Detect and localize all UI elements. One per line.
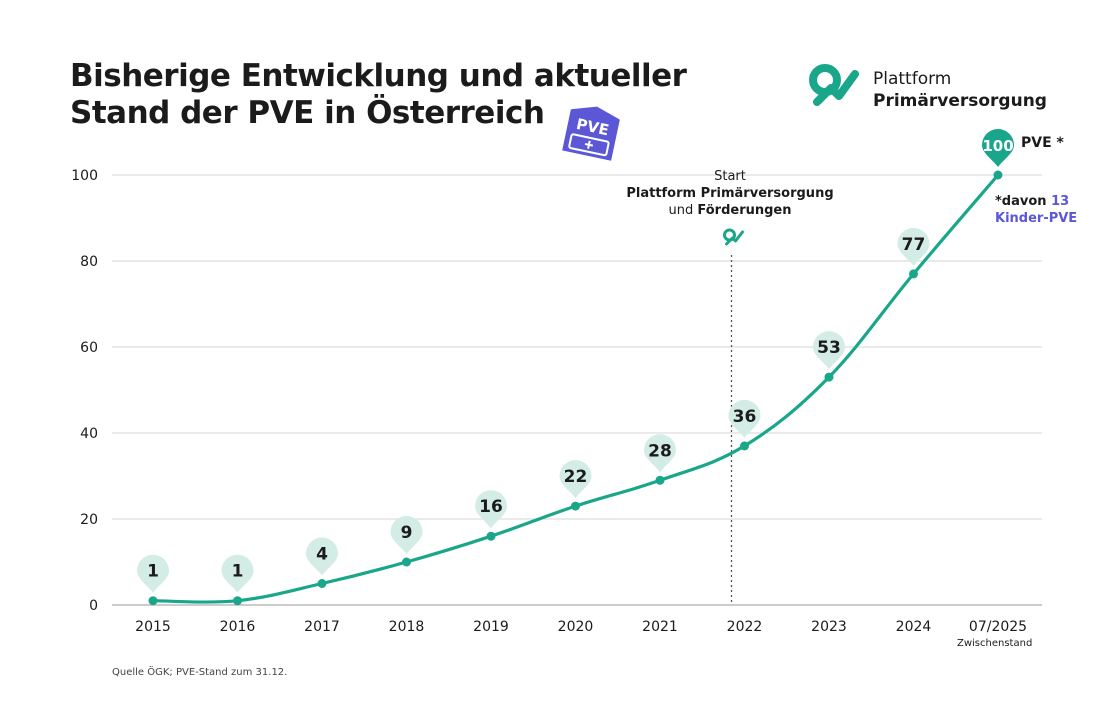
footnote-line-2: Kinder-PVE — [995, 211, 1078, 226]
data-point — [317, 579, 327, 588]
data-label: 16 — [479, 497, 503, 517]
data-point — [909, 269, 918, 279]
annotation-line-2: Plattform Primärversorgung — [626, 186, 834, 201]
data-pin — [897, 227, 930, 266]
data-point — [148, 596, 158, 606]
data-point — [233, 596, 242, 606]
data-label: 1 — [147, 562, 159, 582]
x-tick-label: 2022 — [727, 619, 763, 635]
data-label: 77 — [902, 235, 926, 255]
x-tick-label: 2018 — [389, 619, 425, 635]
source-note: Quelle ÖGK; PVE-Stand zum 31.12. — [112, 667, 288, 678]
data-pin — [475, 490, 507, 529]
data-label: 36 — [733, 407, 757, 427]
x-tick-label: 2016 — [220, 619, 256, 635]
y-tick-label: 80 — [80, 254, 98, 270]
data-point — [655, 475, 665, 485]
data-pin — [982, 129, 1014, 167]
data-pin — [559, 460, 592, 499]
data-pin — [390, 516, 423, 554]
footnote-accent: 13 — [1051, 194, 1070, 209]
data-label: 53 — [817, 338, 841, 358]
data-pin — [813, 331, 845, 370]
annotation-line-3-pre: und — [668, 203, 698, 218]
plattform-logo-icon — [809, 64, 859, 106]
logo-line-1: Plattform — [873, 69, 952, 89]
data-label: 4 — [316, 545, 328, 565]
total-label: PVE * — [1021, 135, 1064, 151]
title-line-2: Stand der PVE in Österreich — [70, 95, 545, 131]
pve-badge-icon: PVE — [562, 106, 620, 161]
x-tick-label: 2015 — [135, 619, 171, 635]
data-point — [993, 170, 1003, 180]
x-tick-label: 2021 — [642, 619, 678, 635]
footnote-pre: *davon — [995, 194, 1052, 209]
data-pin — [306, 537, 338, 576]
x-tick-label: 2017 — [304, 619, 340, 635]
y-tick-label: 60 — [80, 340, 98, 356]
x-tick-label: 2023 — [811, 619, 847, 635]
chart-title: Bisherige Entwicklung und aktueller Stan… — [70, 58, 687, 132]
y-tick-label: 0 — [89, 598, 98, 614]
data-pin — [221, 554, 254, 593]
data-point — [740, 441, 749, 451]
annotation-line-1: Start — [714, 169, 746, 184]
data-pin — [137, 554, 169, 593]
annotation-line-3-bold: Förderungen — [697, 203, 792, 218]
x-tick-label: 2024 — [896, 619, 932, 635]
x-sublabel: Zwischenstand — [957, 638, 1033, 649]
x-tick-label: 2020 — [558, 619, 594, 635]
data-pin — [644, 434, 676, 473]
logo-line-2: Primärversorgung — [873, 91, 1047, 111]
data-point — [824, 372, 834, 382]
data-label: 100 — [982, 137, 1013, 155]
data-label: 28 — [648, 441, 672, 461]
data-label: 9 — [401, 523, 413, 543]
data-label: 22 — [564, 467, 588, 487]
footnote: *davon 13 Kinder-PVE — [995, 193, 1077, 227]
series-line — [151, 173, 1000, 604]
title-line-1: Bisherige Entwicklung und aktueller — [70, 58, 687, 94]
x-tick-label: 07/2025 — [969, 619, 1027, 635]
data-point — [571, 501, 580, 511]
data-point — [486, 531, 496, 541]
start-annotation: Start Plattform Primärversorgung und För… — [600, 168, 860, 219]
y-tick-label: 40 — [80, 426, 98, 442]
plattform-logo: Plattform Primärversorgung — [807, 62, 1057, 116]
data-label: 1 — [232, 562, 244, 582]
data-pin — [728, 399, 761, 438]
y-tick-label: 100 — [71, 168, 98, 184]
x-tick-label: 2019 — [473, 619, 509, 635]
y-tick-label: 20 — [80, 512, 98, 528]
marker-logo-icon — [723, 228, 744, 246]
data-point — [402, 557, 411, 567]
